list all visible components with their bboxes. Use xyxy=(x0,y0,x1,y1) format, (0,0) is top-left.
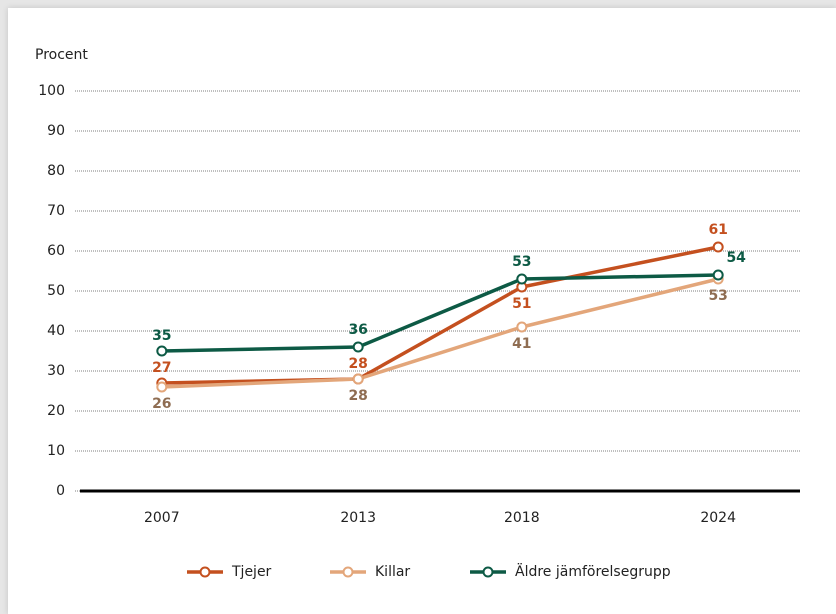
y-tick-label: 100 xyxy=(38,83,65,99)
y-tick-label: 20 xyxy=(47,403,65,419)
point xyxy=(516,321,528,333)
point xyxy=(352,373,364,385)
point xyxy=(516,273,528,285)
x-tick-label: 2013 xyxy=(340,510,376,526)
y-tick-label: 50 xyxy=(47,283,65,299)
value-label: 61 xyxy=(708,222,727,238)
point xyxy=(712,241,724,253)
y-tick-label: 0 xyxy=(56,483,65,499)
x-tick-label: 2024 xyxy=(700,510,736,526)
legend-marker xyxy=(482,566,494,578)
legend-label: Killar xyxy=(375,564,410,580)
legend-marker xyxy=(199,566,211,578)
legend-marker xyxy=(342,566,354,578)
value-label: 27 xyxy=(152,360,171,376)
point xyxy=(712,269,724,281)
x-tick-label: 2007 xyxy=(144,510,180,526)
y-tick-label: 40 xyxy=(47,323,65,339)
value-label: 28 xyxy=(348,356,367,372)
y-tick-label: 80 xyxy=(47,163,65,179)
value-label: 53 xyxy=(708,288,727,304)
value-label: 26 xyxy=(152,396,171,412)
card xyxy=(8,8,836,614)
point xyxy=(156,381,168,393)
y-tick-label: 90 xyxy=(47,123,65,139)
series-line xyxy=(161,273,719,353)
legend-label: Tjejer xyxy=(231,564,272,580)
value-label: 54 xyxy=(726,250,746,266)
value-label: 53 xyxy=(512,254,531,270)
y-tick-label: 70 xyxy=(47,203,65,219)
point xyxy=(156,345,168,357)
x-tick-label: 2018 xyxy=(504,510,540,526)
y-axis-label: Procent xyxy=(35,47,88,63)
y-tick-label: 10 xyxy=(47,443,65,459)
value-label: 28 xyxy=(348,388,367,404)
value-label: 35 xyxy=(152,328,171,344)
y-tick-label: 60 xyxy=(47,243,65,259)
value-label: 36 xyxy=(348,322,367,338)
point xyxy=(352,341,364,353)
value-label: 51 xyxy=(512,296,531,312)
value-label: 41 xyxy=(512,336,531,352)
series-line xyxy=(161,277,719,389)
y-tick-label: 30 xyxy=(47,363,65,379)
series-line xyxy=(161,245,719,385)
legend-label: Äldre jämförelsegrupp xyxy=(515,562,671,580)
